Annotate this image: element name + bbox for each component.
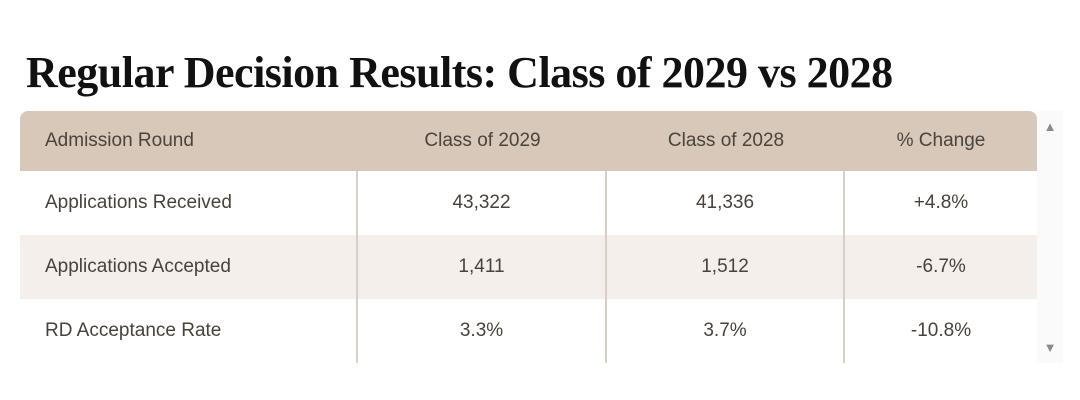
cell-class-2028: 41,336 [607,171,845,235]
results-table-container: Admission Round Class of 2029 Class of 2… [20,111,1063,363]
page-title: Regular Decision Results: Class of 2029 … [26,48,893,98]
scroll-down-icon[interactable]: ▼ [1043,340,1057,355]
column-header-pct-change: % Change [896,130,986,151]
table-row: Applications Received 43,322 41,336 +4.8… [20,171,1037,235]
row-label: Applications Received [20,171,358,235]
cell-pct-change: -6.7% [916,256,966,277]
row-label: Applications Accepted [20,235,358,299]
cell-class-2029: 1,411 [358,235,607,299]
cell-class-2029: 3.3% [358,299,607,363]
cell-pct-change: +4.8% [913,192,969,213]
cell-class-2028: 1,512 [607,235,845,299]
column-header-class-2028: Class of 2028 [667,130,785,151]
table-header-row: Admission Round Class of 2029 Class of 2… [20,111,1037,171]
cell-class-2028: 3.7% [607,299,845,363]
table-row: RD Acceptance Rate 3.3% 3.7% -10.8% [20,299,1037,363]
column-header-class-2029: Class of 2029 [424,130,541,151]
column-header-admission-round: Admission Round [45,130,194,151]
cell-pct-change: -10.8% [910,320,972,341]
row-label: RD Acceptance Rate [20,299,358,363]
vertical-scrollbar[interactable]: ▲ ▼ [1037,111,1063,363]
results-table: Admission Round Class of 2029 Class of 2… [20,111,1037,363]
table-row: Applications Accepted 1,411 1,512 -6.7% [20,235,1037,299]
cell-class-2029: 43,322 [358,171,607,235]
scroll-up-icon[interactable]: ▲ [1043,119,1057,134]
